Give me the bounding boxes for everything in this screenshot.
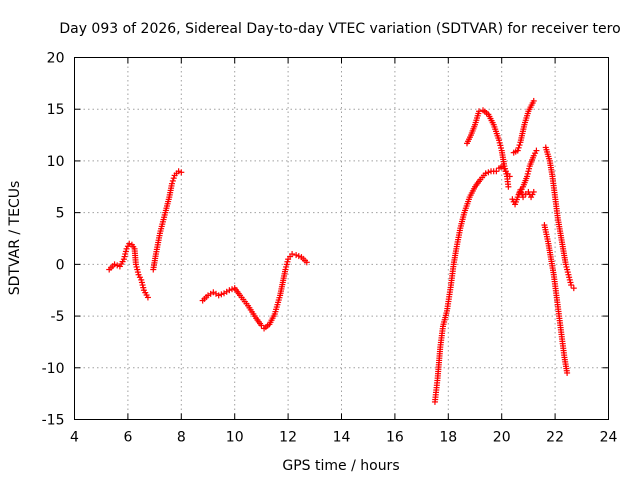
data-point <box>533 147 540 154</box>
data-point <box>289 251 296 258</box>
x-tick-label: 4 <box>70 430 79 446</box>
data-point <box>476 108 483 115</box>
data-point <box>258 322 265 329</box>
y-tick-label: -15 <box>42 413 65 429</box>
data-point <box>570 285 577 292</box>
y-tick-label: 10 <box>47 154 65 170</box>
data-point <box>514 147 521 154</box>
grid-layer <box>74 57 609 420</box>
x-tick-label: 16 <box>386 430 404 446</box>
x-tick-label: 8 <box>177 430 186 446</box>
data-point <box>178 169 185 176</box>
data-point <box>568 282 575 289</box>
data-point <box>126 240 133 247</box>
x-tick-label: 24 <box>600 430 618 446</box>
track-marker <box>218 291 225 298</box>
track-marker <box>169 177 176 184</box>
track-marker <box>229 286 236 293</box>
data-point <box>520 194 527 201</box>
data-point <box>293 252 300 259</box>
y-tick-label: 5 <box>56 206 65 222</box>
x-tick-label: 6 <box>123 430 132 446</box>
y-tick-label: 20 <box>47 51 65 67</box>
data-point <box>505 183 512 190</box>
y-axis-label: SDTVAR / TECUs <box>7 181 23 296</box>
track-marker <box>114 262 121 269</box>
data-point <box>111 261 118 268</box>
data-point <box>530 188 537 195</box>
track-marker <box>295 253 302 260</box>
points-layer <box>106 97 577 405</box>
track-marker <box>515 144 522 151</box>
track-marker <box>485 169 492 176</box>
data-point <box>482 170 489 177</box>
x-tick-label: 14 <box>333 430 351 446</box>
y-tick-label: -10 <box>42 361 65 377</box>
data-point <box>303 259 310 266</box>
x-tick-label: 12 <box>279 430 297 446</box>
data-point <box>215 292 222 299</box>
data-point <box>564 369 571 376</box>
x-tick-label: 22 <box>546 430 564 446</box>
data-point <box>175 168 182 175</box>
track-marker <box>170 175 177 182</box>
data-point <box>144 294 151 301</box>
x-tick-label: 20 <box>493 430 511 446</box>
x-tick-label: 10 <box>226 430 244 446</box>
x-tick-label: 18 <box>439 430 457 446</box>
ticks-layer: 4 6 8 10 12 14 16 18 20 22 24 -15 -10 -5 0 5 10 15 20 <box>42 51 618 446</box>
data-point <box>493 168 500 175</box>
data-point <box>226 287 233 294</box>
x-axis-label: GPS time / hours <box>282 458 399 474</box>
y-tick-label: 0 <box>56 257 65 273</box>
y-tick-label: -5 <box>51 309 65 325</box>
chart-title: Day 093 of 2026, Sidereal Day-to-day VTE… <box>59 21 620 37</box>
data-point <box>530 97 537 104</box>
y-tick-label: 15 <box>47 102 65 118</box>
track-marker <box>516 142 523 149</box>
data-point <box>168 180 175 187</box>
